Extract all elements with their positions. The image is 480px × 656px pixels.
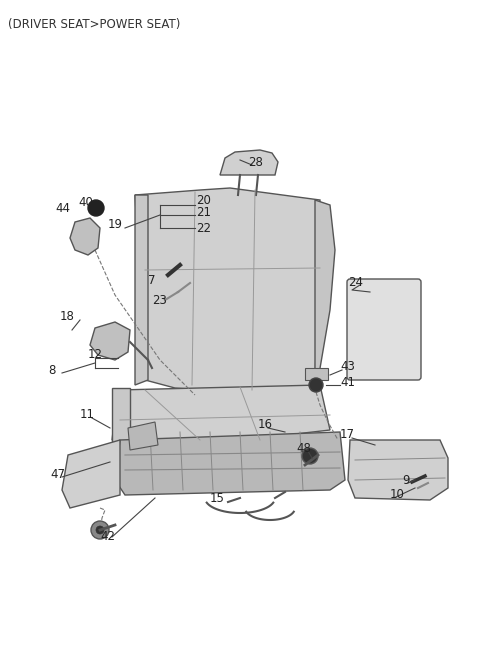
Text: 24: 24	[348, 276, 363, 289]
Text: 22: 22	[196, 222, 211, 234]
Text: (DRIVER SEAT>POWER SEAT): (DRIVER SEAT>POWER SEAT)	[8, 18, 180, 31]
Polygon shape	[315, 200, 335, 385]
Circle shape	[309, 378, 323, 392]
Text: 28: 28	[248, 157, 263, 169]
Text: 9: 9	[402, 474, 409, 487]
Circle shape	[91, 521, 109, 539]
Text: 15: 15	[210, 491, 225, 504]
Polygon shape	[135, 188, 320, 395]
Polygon shape	[135, 195, 148, 385]
Polygon shape	[305, 368, 328, 380]
Text: 44: 44	[55, 201, 70, 215]
Text: 12: 12	[88, 348, 103, 361]
Text: 23: 23	[152, 293, 167, 306]
Text: 40: 40	[78, 197, 93, 209]
Circle shape	[96, 526, 104, 534]
Text: 18: 18	[60, 310, 75, 323]
Polygon shape	[90, 322, 130, 360]
Circle shape	[302, 448, 318, 464]
Polygon shape	[128, 422, 158, 450]
Text: 42: 42	[100, 531, 115, 544]
Text: 7: 7	[148, 274, 156, 287]
Text: 43: 43	[340, 361, 355, 373]
Text: 11: 11	[80, 409, 95, 422]
Text: 8: 8	[48, 363, 55, 377]
Polygon shape	[62, 440, 120, 508]
Text: 16: 16	[258, 419, 273, 432]
Circle shape	[88, 200, 104, 216]
Text: 17: 17	[340, 428, 355, 441]
Text: 48: 48	[296, 441, 311, 455]
Text: 20: 20	[196, 194, 211, 207]
FancyBboxPatch shape	[347, 279, 421, 380]
Text: 47: 47	[50, 468, 65, 482]
Text: 41: 41	[340, 375, 355, 388]
Polygon shape	[348, 440, 448, 500]
Text: 19: 19	[108, 218, 123, 232]
Text: 21: 21	[196, 205, 211, 218]
Polygon shape	[220, 150, 278, 175]
Polygon shape	[112, 388, 130, 442]
Polygon shape	[70, 218, 100, 255]
Polygon shape	[112, 385, 330, 445]
Text: 10: 10	[390, 489, 405, 501]
Polygon shape	[115, 432, 345, 495]
